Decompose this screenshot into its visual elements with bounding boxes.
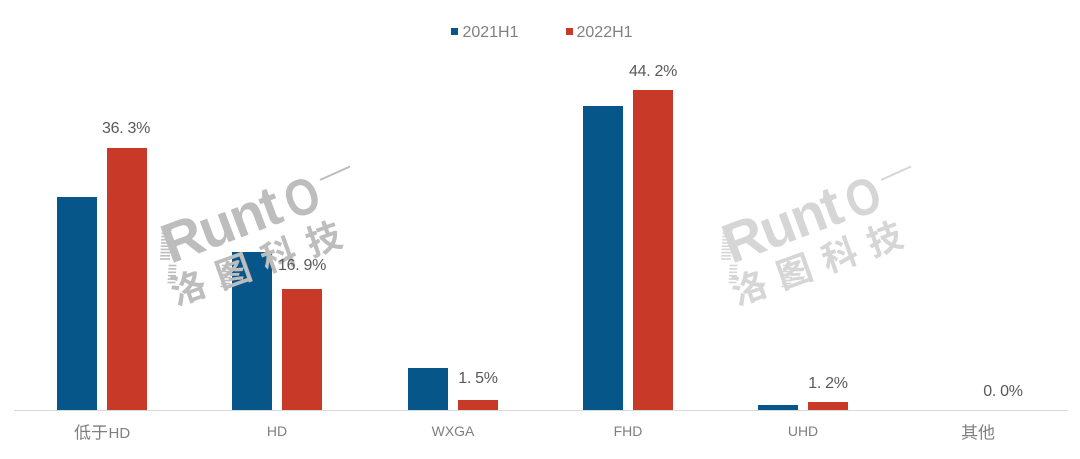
svg-text:HD: HD: [109, 425, 131, 442]
